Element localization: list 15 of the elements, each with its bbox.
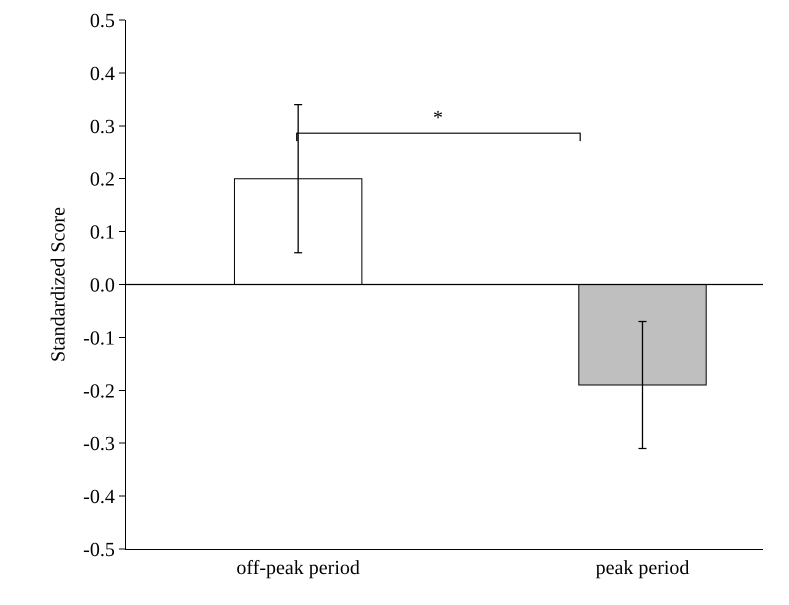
y-tick-label: -0.3	[83, 433, 115, 456]
y-tick-label: -0.5	[83, 539, 115, 561]
y-tick-label: 0.1	[90, 222, 115, 244]
y-tick-label: -0.1	[83, 327, 115, 350]
y-tick-label: 0.3	[90, 116, 115, 138]
y-tick-label: 0.5	[90, 10, 115, 32]
y-tick-label: 0.4	[90, 62, 115, 85]
y-axis-title: Standardized Score	[48, 206, 70, 362]
y-tick-label: -0.2	[83, 380, 115, 402]
y-tick-label: -0.4	[83, 486, 115, 508]
annotation: *	[433, 107, 443, 129]
x-tick-label: off-peak period	[236, 557, 360, 580]
y-tick-label: 0.0	[90, 274, 115, 296]
x-tick-label: peak period	[596, 557, 690, 580]
y-tick-label: 0.2	[90, 168, 115, 191]
